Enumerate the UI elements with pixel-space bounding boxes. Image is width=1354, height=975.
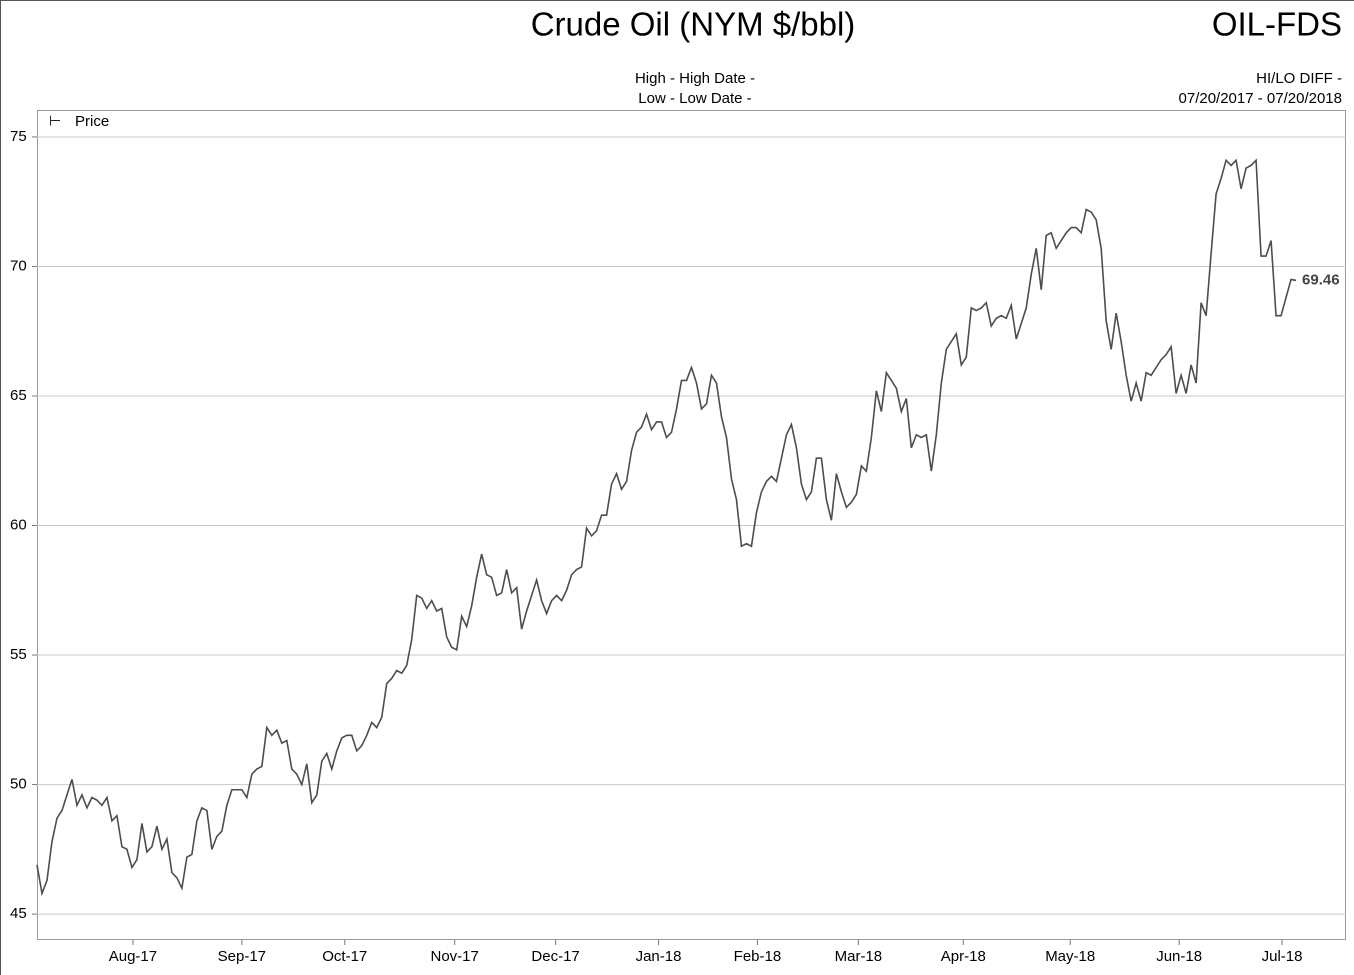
y-tick-label: 65 xyxy=(10,387,27,404)
x-tick-label: May-18 xyxy=(1045,948,1095,965)
x-tick-label: Jul-18 xyxy=(1262,948,1303,965)
x-tick-label: Feb-18 xyxy=(734,948,782,965)
x-tick-label: Nov-17 xyxy=(431,948,479,965)
y-tick-label: 45 xyxy=(10,905,27,922)
x-tick-label: Aug-17 xyxy=(109,948,157,965)
legend-label: Price xyxy=(75,113,109,130)
symbol: OIL-FDS xyxy=(1212,6,1342,43)
x-tick-label: Dec-17 xyxy=(531,948,579,965)
x-tick-label: Jan-18 xyxy=(636,948,682,965)
last-value-label: 69.46 xyxy=(1302,271,1340,288)
y-tick-label: 70 xyxy=(10,257,27,274)
x-tick-label: Mar-18 xyxy=(835,948,883,965)
x-tick-label: Oct-17 xyxy=(322,948,367,965)
header-text: Low - Low Date - xyxy=(638,90,751,107)
header-text: HI/LO DIFF - xyxy=(1256,70,1342,87)
y-tick-label: 50 xyxy=(10,776,27,793)
y-tick-label: 60 xyxy=(10,516,27,533)
y-tick-label: 55 xyxy=(10,646,27,663)
y-tick-label: 75 xyxy=(10,128,27,145)
header-text: 07/20/2017 - 07/20/2018 xyxy=(1179,90,1342,107)
price-line xyxy=(36,158,1297,897)
plot-frame xyxy=(37,110,1346,940)
legend-marker: ⊢ xyxy=(49,113,61,129)
x-tick-label: Jun-18 xyxy=(1156,948,1202,965)
header-text: High - High Date - xyxy=(635,70,755,87)
x-tick-label: Sep-17 xyxy=(218,948,266,965)
x-tick-label: Apr-18 xyxy=(941,948,986,965)
chart-title: Crude Oil (NYM $/bbl) xyxy=(531,6,856,43)
